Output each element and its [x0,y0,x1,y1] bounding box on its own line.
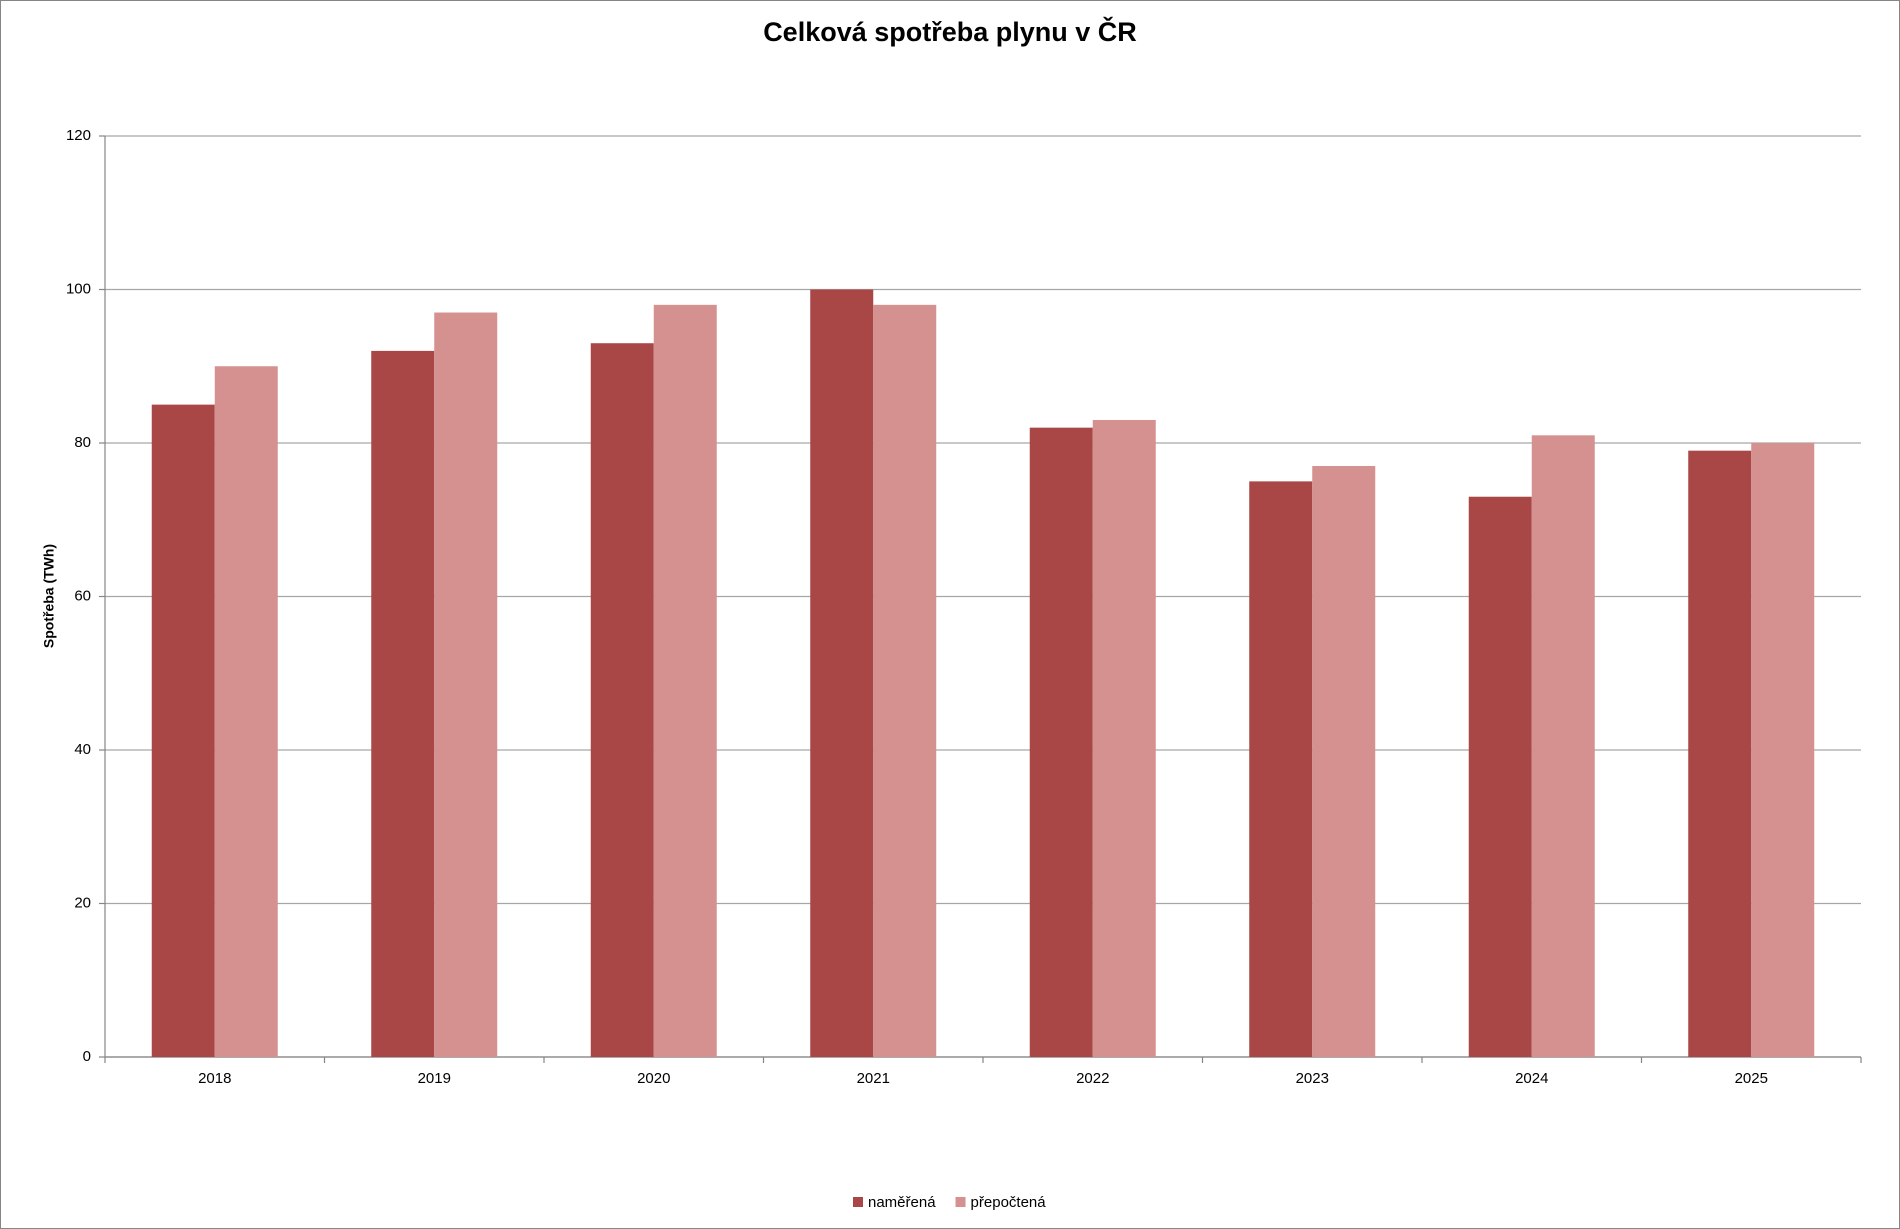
x-tick-label: 2021 [857,1070,890,1087]
bar [1312,466,1376,1057]
y-tick-label: 80 [74,434,91,451]
x-tick-label: 2019 [418,1070,451,1087]
legend-label: přepočtená [971,1194,1047,1211]
y-tick-label: 120 [66,127,91,144]
bar [434,312,498,1057]
bar [1531,435,1595,1057]
x-tick-label: 2025 [1735,1070,1768,1087]
bar [151,404,215,1057]
bar [1688,450,1752,1057]
bar [653,304,717,1058]
y-tick-label: 20 [74,894,91,911]
bar [590,343,654,1058]
y-tick-label: 60 [74,587,91,604]
y-tick-label: 0 [83,1048,91,1065]
x-tick-label: 2024 [1515,1070,1548,1087]
bar [873,304,937,1058]
bar [810,289,874,1057]
x-tick-label: 2020 [637,1070,670,1087]
x-tick-label: 2018 [198,1070,231,1087]
bar [1092,419,1156,1058]
legend-swatch [955,1197,966,1207]
bar [1249,481,1313,1057]
x-tick-label: 2022 [1076,1070,1109,1087]
bar [1751,443,1815,1057]
bar [371,350,435,1057]
legend-swatch [853,1197,863,1207]
y-tick-label: 100 [66,280,91,297]
legend-label: naměřená [868,1194,936,1211]
bar [1029,427,1093,1057]
y-tick-label: 40 [74,741,91,758]
y-axis-label: Spotřeba (TWh) [41,544,57,648]
chart-title: Celková spotřeba plynu v ČR [763,16,1137,47]
x-tick-label: 2023 [1296,1070,1329,1087]
bar [1468,496,1532,1058]
bar [214,366,278,1057]
